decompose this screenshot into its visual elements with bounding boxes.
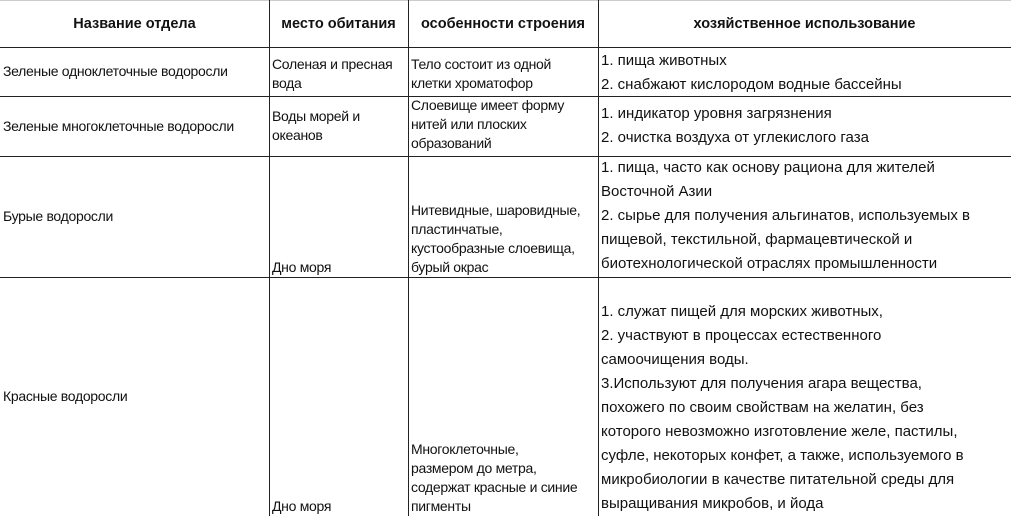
cell-department-name: Зеленые многоклеточные водоросли [0, 96, 270, 157]
header-label: место обитания [281, 15, 396, 32]
header-label: хозяйственное использование [693, 15, 916, 32]
cell-text-line: 2. очистка воздуха от углекислого газа [601, 129, 869, 146]
cell-text-line: Тело состоит из одной [411, 56, 552, 72]
cell-text-line: которого невозможно изготовление желе, п… [601, 423, 958, 440]
cell-habitat: Воды морей и океанов [269, 96, 409, 157]
cell-text-line: 2. снабжают кислородом водные бассейны [601, 76, 902, 93]
cell-department-name: Зеленые одноклеточные водоросли [0, 47, 270, 97]
cell-text-line: Слоевище имеет форму [411, 97, 565, 113]
cell-text-line: 1. служат пищей для морских животных, [601, 303, 883, 320]
cell-habitat: Дно моря [269, 277, 409, 516]
cell-text-line: нитей или плоских [411, 116, 527, 132]
cell-text-line: вода [272, 75, 302, 91]
header-label: особенности строения [421, 15, 585, 32]
cell-department-name: Бурые водоросли [0, 156, 270, 278]
cell-structure-features: Слоевище имеет форму нитей или плоских обр… [408, 96, 599, 157]
cell-text-line: океанов [272, 127, 323, 143]
cell-text-line: 1. индикатор уровня загрязнения [601, 105, 832, 122]
cell-text-line: Дно моря [272, 259, 332, 275]
cell-economic-use: 1. пища животных 2. снабжают кислородом в… [598, 47, 1011, 97]
header-label: Название отдела [73, 15, 196, 32]
cell-structure-features: Тело состоит из одной клетки хроматофор [408, 47, 599, 97]
cell-text-line: кустообразные слоевища, [411, 240, 575, 256]
cell-text-line: пигменты [411, 498, 471, 514]
cell-text-line: Восточной Азии [601, 183, 713, 200]
cell-text-line: Бурые водоросли [3, 208, 114, 224]
cell-text-line: похожего по своим свойствам на желатин, … [601, 399, 924, 416]
header-department-name: Название отдела [0, 0, 270, 48]
cell-text-line: 1. пища, часто как основу рациона для жи… [601, 159, 935, 176]
cell-text-line: клетки хроматофор [411, 75, 533, 91]
cell-text-line: Многоклеточные, [411, 441, 519, 457]
cell-text-line: биотехнологической отраслях промышленнос… [601, 255, 938, 272]
cell-text-line: Воды морей и [272, 108, 360, 124]
cell-structure-features: Нитевидные, шаровидные, пластинчатые, куст… [408, 156, 599, 278]
top-border [0, 0, 1011, 1]
cell-economic-use: 1. служат пищей для морских животных, 2. … [598, 277, 1011, 516]
cell-text-line: суфле, некоторых конфет, а также, исполь… [601, 447, 964, 464]
cell-text-line: выращивания микробов, и йода [601, 495, 824, 512]
cell-text-line: 2. сырье для получения альгинатов, испол… [601, 207, 971, 224]
cell-economic-use: 1. индикатор уровня загрязнения 2. очистк… [598, 96, 1011, 157]
cell-text-line: Соленая и пресная [272, 56, 393, 72]
cell-text-line: самоочищения воды. [601, 351, 749, 368]
header-structure-features: особенности строения [408, 0, 599, 48]
cell-habitat: Соленая и пресная вода [269, 47, 409, 97]
cell-text-line: Красные водоросли [3, 388, 128, 404]
cell-text-line: Дно моря [272, 498, 332, 514]
cell-structure-features: Многоклеточные, размером до метра, содержа… [408, 277, 599, 516]
cell-text-line: Нитевидные, шаровидные, [411, 202, 581, 218]
cell-text-line: 2. участвуют в процессах естественного [601, 327, 882, 344]
cell-text-line: микробиологии в качестве питательной сре… [601, 471, 955, 488]
cell-text-line: образований [411, 135, 492, 151]
cell-text-line: размером до метра, [411, 460, 537, 476]
cell-text-line: содержат красные и синие [411, 479, 578, 495]
cell-text-line: 3.Используют для получения агара веществ… [601, 375, 922, 392]
cell-department-name: Красные водоросли [0, 277, 270, 516]
cell-text-line: 1. пища животных [601, 52, 727, 69]
cell-text-line: Зеленые многоклеточные водоросли [3, 117, 234, 134]
cell-economic-use: 1. пища, часто как основу рациона для жи… [598, 156, 1011, 278]
cell-text-line: Зеленые одноклеточные водоросли [3, 63, 228, 79]
cell-text-line: пластинчатые, [411, 221, 503, 237]
cell-text-line: пищевой, текстильной, фармацевтической и [601, 231, 913, 248]
cell-text-line: бурый окрас [411, 259, 489, 275]
header-habitat: место обитания [269, 0, 409, 48]
header-economic-use: хозяйственное использование [598, 0, 1011, 48]
cell-habitat: Дно моря [269, 156, 409, 278]
